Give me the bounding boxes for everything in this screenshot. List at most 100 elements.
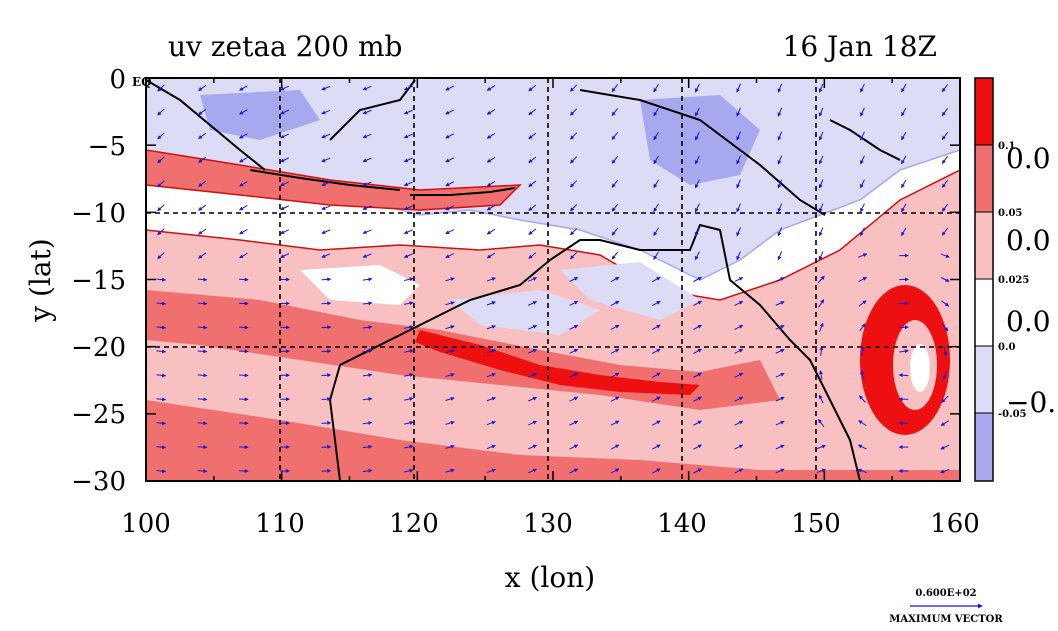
- wind-vector: [693, 468, 702, 474]
- x-tick-labels: 100 110 120 130 140 150 160: [121, 509, 980, 539]
- coast-solomons: [829, 119, 901, 161]
- wind-vector: [321, 468, 332, 473]
- wind-vector: [860, 203, 865, 213]
- wind-vector: [569, 468, 579, 474]
- wind-vector: [445, 109, 455, 115]
- wind-vector: [362, 205, 372, 210]
- wind-vector: [653, 251, 659, 260]
- wind-vector: [736, 131, 741, 141]
- wind-vector: [818, 107, 824, 117]
- wind-vector: [775, 444, 785, 450]
- wind-vector: [860, 131, 865, 141]
- x-tick-label: 130: [523, 509, 573, 539]
- wind-vector: [157, 180, 165, 188]
- wind-vector: [610, 300, 620, 306]
- wind-vector: [775, 301, 785, 306]
- wind-vector: [653, 203, 659, 213]
- wind-vector: [694, 131, 700, 141]
- y-tick-label: −15: [71, 266, 126, 296]
- wind-vector: [777, 203, 783, 213]
- wind-vector: [486, 85, 496, 91]
- wind-vector: [198, 84, 207, 92]
- wind-vector: [693, 396, 702, 402]
- map-timestamp: 16 Jan 18Z: [783, 30, 937, 63]
- wind-vector: [445, 468, 455, 473]
- wind-vector: [610, 396, 620, 402]
- wind-vector: [445, 301, 455, 306]
- wind-vector: [651, 468, 661, 474]
- wind-vector: [775, 396, 785, 402]
- wind-vector: [610, 468, 620, 474]
- wind-vector: [653, 227, 659, 237]
- wind-vector: [445, 229, 455, 235]
- wind-vector: [445, 277, 455, 282]
- wind-vector: [403, 133, 413, 139]
- negative-region-strong-1: [640, 95, 760, 185]
- wind-vector: [239, 85, 248, 91]
- wind-vector: [362, 133, 372, 139]
- vector-key-caption: MAXIMUM VECTOR: [889, 614, 1003, 625]
- wind-vector: [777, 83, 783, 93]
- wind-vector: [901, 203, 907, 213]
- wind-vector: [486, 277, 496, 282]
- wind-vector: [941, 227, 949, 236]
- wind-vector: [321, 85, 331, 91]
- wind-vector: [693, 348, 702, 354]
- wind-vector: [611, 155, 619, 164]
- wind-vector: [777, 155, 783, 165]
- wind-vector: [321, 397, 332, 402]
- wind-vector: [362, 109, 372, 115]
- wind-vector: [860, 83, 865, 93]
- wind-vector: [280, 229, 290, 235]
- wind-vector: [569, 108, 578, 116]
- wind-vector: [611, 84, 619, 93]
- wind-vector: [777, 107, 783, 117]
- wind-vector: [403, 181, 413, 187]
- wind-vector: [651, 276, 661, 283]
- wind-vector: [736, 251, 741, 261]
- wind-vector: [528, 349, 538, 354]
- wind-vector: [321, 205, 331, 210]
- wind-vector: [941, 108, 949, 117]
- wind-vector: [321, 349, 332, 354]
- wind-vector: [858, 420, 867, 427]
- wind-vector: [857, 444, 867, 450]
- wind-vector: [942, 370, 948, 381]
- colorbar-swatch: [975, 145, 993, 212]
- colorbar-small-label: 0.05: [998, 208, 1022, 219]
- wind-vector: [734, 396, 744, 402]
- wind-vector: [694, 227, 700, 237]
- wind-vector: [198, 156, 207, 163]
- vorticity-field: [146, 78, 960, 481]
- neutral-pocket-1: [300, 265, 420, 305]
- wind-vector: [321, 373, 332, 378]
- wind-vector: [197, 301, 208, 306]
- colorbar-large-label: −0.: [1006, 386, 1056, 419]
- wind-vector: [901, 131, 907, 141]
- wind-vector: [901, 155, 907, 165]
- wind-vector: [818, 155, 824, 165]
- wind-vector: [486, 156, 496, 163]
- wind-vector: [816, 468, 827, 474]
- y-tick-labels: 0 −5 −10 −15 −20 −25 −30 EQ: [71, 65, 151, 497]
- wind-vector: [156, 469, 167, 474]
- jet-core: [415, 330, 700, 395]
- positive-region-mid-2: [146, 400, 960, 481]
- wind-vector: [528, 468, 538, 474]
- wind-vector: [239, 157, 248, 163]
- wind-vector: [156, 277, 167, 282]
- wind-vector: [239, 228, 248, 235]
- wind-vector: [940, 469, 950, 474]
- wind-vector: [528, 84, 537, 92]
- wind-vector: [528, 180, 537, 187]
- wind-vector: [280, 205, 290, 211]
- wind-vector: [860, 346, 865, 356]
- map-title: uv zetaa 200 mb: [168, 30, 402, 63]
- wind-vector: [528, 156, 537, 164]
- coast-australia: [328, 223, 861, 481]
- wind-vector: [941, 131, 949, 141]
- wind-vector: [528, 108, 537, 116]
- wind-vector: [569, 156, 578, 164]
- wind-vector: [693, 324, 702, 330]
